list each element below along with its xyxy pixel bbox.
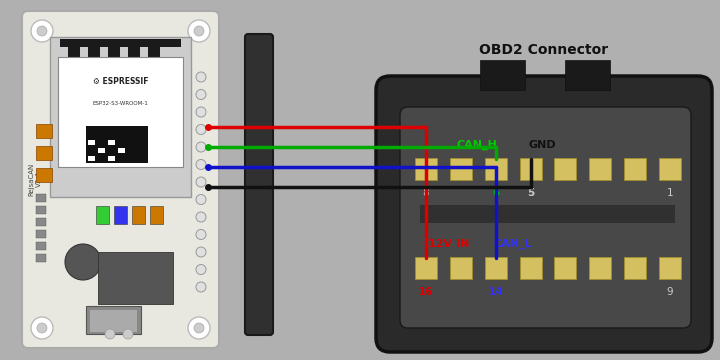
Circle shape bbox=[105, 329, 115, 339]
Bar bbox=[485, 158, 507, 180]
Bar bbox=[36, 146, 52, 160]
Circle shape bbox=[37, 323, 47, 333]
Bar bbox=[659, 158, 681, 180]
Circle shape bbox=[194, 323, 204, 333]
Bar bbox=[480, 60, 525, 90]
Text: 6: 6 bbox=[492, 188, 500, 198]
Bar bbox=[132, 206, 145, 224]
Bar bbox=[415, 158, 437, 180]
Bar bbox=[520, 257, 541, 279]
Bar bbox=[86, 126, 148, 163]
Text: 12V IN: 12V IN bbox=[428, 239, 469, 249]
Bar bbox=[107, 140, 114, 145]
FancyBboxPatch shape bbox=[245, 34, 273, 335]
Circle shape bbox=[196, 230, 206, 239]
Circle shape bbox=[188, 20, 210, 42]
Circle shape bbox=[196, 90, 206, 99]
Text: 1: 1 bbox=[667, 188, 673, 198]
Circle shape bbox=[65, 244, 101, 280]
Bar bbox=[485, 257, 507, 279]
Bar bbox=[36, 124, 52, 138]
Text: ESP32-S3-WROOM-1: ESP32-S3-WROOM-1 bbox=[93, 101, 148, 106]
Circle shape bbox=[196, 107, 206, 117]
Circle shape bbox=[31, 317, 53, 339]
Text: GND: GND bbox=[528, 140, 556, 150]
Bar bbox=[114, 206, 127, 224]
Circle shape bbox=[196, 142, 206, 152]
Circle shape bbox=[196, 159, 206, 170]
Bar bbox=[50, 37, 191, 197]
Bar bbox=[415, 257, 437, 279]
Text: 16: 16 bbox=[419, 287, 433, 297]
Text: 14: 14 bbox=[488, 287, 503, 297]
Bar bbox=[36, 242, 46, 250]
Circle shape bbox=[196, 247, 206, 257]
Bar bbox=[90, 310, 137, 332]
Bar bbox=[68, 47, 80, 65]
Bar bbox=[36, 206, 46, 214]
Circle shape bbox=[196, 282, 206, 292]
Bar bbox=[96, 206, 109, 224]
Text: 8: 8 bbox=[423, 188, 429, 198]
Bar bbox=[88, 47, 100, 65]
Bar bbox=[589, 158, 611, 180]
Bar bbox=[659, 257, 681, 279]
Bar bbox=[148, 47, 160, 65]
Text: 9: 9 bbox=[667, 287, 673, 297]
Text: ⚙ ESPRESSIF: ⚙ ESPRESSIF bbox=[93, 77, 148, 86]
FancyBboxPatch shape bbox=[400, 107, 691, 328]
Circle shape bbox=[136, 258, 160, 282]
Bar bbox=[128, 47, 140, 65]
Bar bbox=[36, 194, 46, 202]
Bar bbox=[60, 39, 181, 47]
Text: CAN_H: CAN_H bbox=[456, 140, 498, 150]
Circle shape bbox=[123, 329, 133, 339]
Circle shape bbox=[194, 26, 204, 36]
Bar bbox=[624, 257, 646, 279]
Text: RejsaCAN
V3.4: RejsaCAN V3.4 bbox=[28, 163, 42, 196]
Bar bbox=[88, 140, 94, 145]
Text: OBD2 Connector: OBD2 Connector bbox=[480, 43, 608, 57]
Bar bbox=[107, 156, 114, 161]
Bar bbox=[624, 158, 646, 180]
Circle shape bbox=[196, 212, 206, 222]
Text: 5: 5 bbox=[527, 188, 534, 198]
Bar bbox=[36, 168, 52, 182]
Bar bbox=[420, 204, 675, 222]
Bar bbox=[36, 230, 46, 238]
Circle shape bbox=[31, 20, 53, 42]
Circle shape bbox=[196, 125, 206, 135]
Bar bbox=[58, 57, 183, 167]
Bar bbox=[554, 158, 577, 180]
Bar bbox=[150, 206, 163, 224]
Text: CAN_L: CAN_L bbox=[494, 238, 532, 249]
Bar bbox=[86, 306, 141, 334]
Bar bbox=[520, 158, 541, 180]
Bar bbox=[108, 47, 120, 65]
Circle shape bbox=[196, 265, 206, 275]
Circle shape bbox=[196, 194, 206, 204]
Bar bbox=[589, 257, 611, 279]
Bar bbox=[117, 148, 125, 153]
Circle shape bbox=[37, 26, 47, 36]
Circle shape bbox=[196, 72, 206, 82]
Bar bbox=[88, 156, 94, 161]
Circle shape bbox=[188, 317, 210, 339]
Bar bbox=[450, 158, 472, 180]
Bar bbox=[450, 257, 472, 279]
Bar bbox=[97, 148, 104, 153]
Bar bbox=[565, 60, 610, 90]
Circle shape bbox=[196, 177, 206, 187]
FancyBboxPatch shape bbox=[376, 76, 712, 352]
Bar bbox=[554, 257, 577, 279]
Bar bbox=[36, 254, 46, 262]
Bar bbox=[98, 252, 173, 304]
Bar bbox=[36, 218, 46, 226]
FancyBboxPatch shape bbox=[22, 11, 219, 348]
